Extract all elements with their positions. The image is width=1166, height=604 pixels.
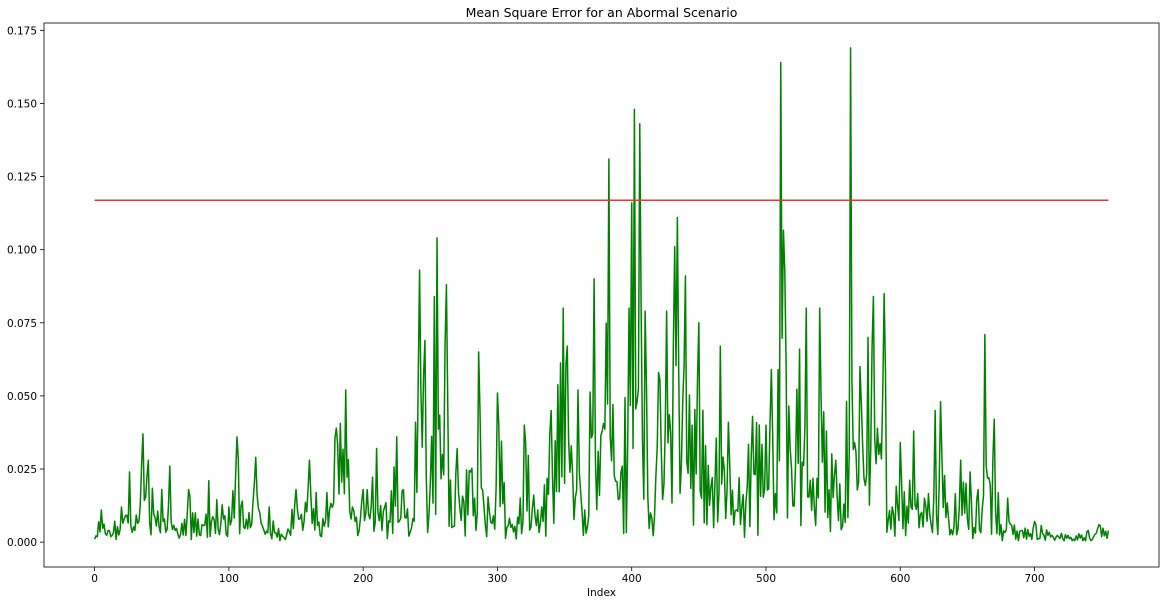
x-tick-label: 500 [756,573,776,585]
x-tick-label: 200 [353,573,373,585]
y-tick-label: 0.100 [7,245,37,257]
y-tick-label: 0.025 [7,464,37,476]
y-tick-label: 0.050 [7,391,37,403]
y-axis: 0.000 0.025 0.050 0.075 0.100 0.125 0.150 0.175 [7,25,44,549]
y-tick-label: 0.175 [7,25,37,37]
x-tick-label: 300 [487,573,507,585]
series-line-mse [93,47,1110,542]
x-tick-label: 100 [219,573,239,585]
y-tick-label: 0.125 [7,172,37,184]
chart-title: Mean Square Error for an Abormal Scenari… [466,5,738,20]
x-tick-label: 400 [622,573,642,585]
y-tick-label: 0.150 [7,98,37,110]
x-axis: 0 100 200 300 400 500 600 700 [91,567,1045,585]
x-axis-label: Index [587,587,616,599]
y-tick-label: 0.000 [7,537,37,549]
plot-frame [43,22,1160,568]
series-layer [93,47,1110,542]
y-tick-label: 0.075 [7,318,37,330]
x-tick-label: 0 [91,573,98,585]
x-tick-label: 700 [1025,573,1045,585]
x-tick-label: 600 [890,573,910,585]
